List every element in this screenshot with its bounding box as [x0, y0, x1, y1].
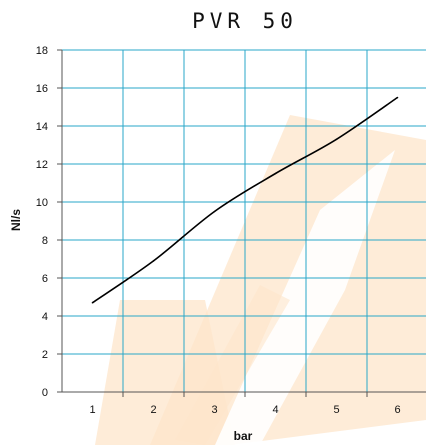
series-line — [92, 96, 398, 304]
x-axis-label: bar — [234, 429, 253, 443]
x-tick-label: 6 — [394, 404, 400, 416]
data-point — [152, 260, 155, 262]
data-point — [91, 301, 94, 304]
y-axis-label: Nl/s — [9, 209, 23, 231]
x-tick-label: 4 — [272, 404, 278, 416]
y-tick-label: 2 — [42, 349, 48, 361]
x-tick-label: 2 — [150, 404, 156, 416]
data-point — [274, 172, 277, 175]
y-tick-label: 8 — [42, 235, 48, 247]
y-tick-label: 4 — [42, 311, 48, 323]
watermark-logo — [95, 115, 426, 445]
x-tick-label: 5 — [333, 404, 339, 416]
grid — [62, 49, 426, 392]
y-tick-label: 16 — [36, 83, 48, 95]
y-tick-label: 12 — [36, 159, 48, 171]
data-point — [396, 96, 399, 99]
data-point — [213, 210, 216, 213]
y-tick-label: 6 — [42, 273, 48, 285]
y-tick-label: 10 — [36, 197, 48, 209]
chart-title: PVR 50 — [192, 9, 298, 33]
series — [91, 96, 399, 304]
y-tick-label: 18 — [36, 45, 48, 57]
x-tick-label: 1 — [89, 404, 95, 416]
y-tick-label: 0 — [42, 387, 48, 399]
axes — [57, 49, 426, 397]
x-tick-label: 3 — [211, 404, 217, 416]
data-point — [335, 138, 338, 141]
y-tick-label: 14 — [36, 121, 48, 133]
